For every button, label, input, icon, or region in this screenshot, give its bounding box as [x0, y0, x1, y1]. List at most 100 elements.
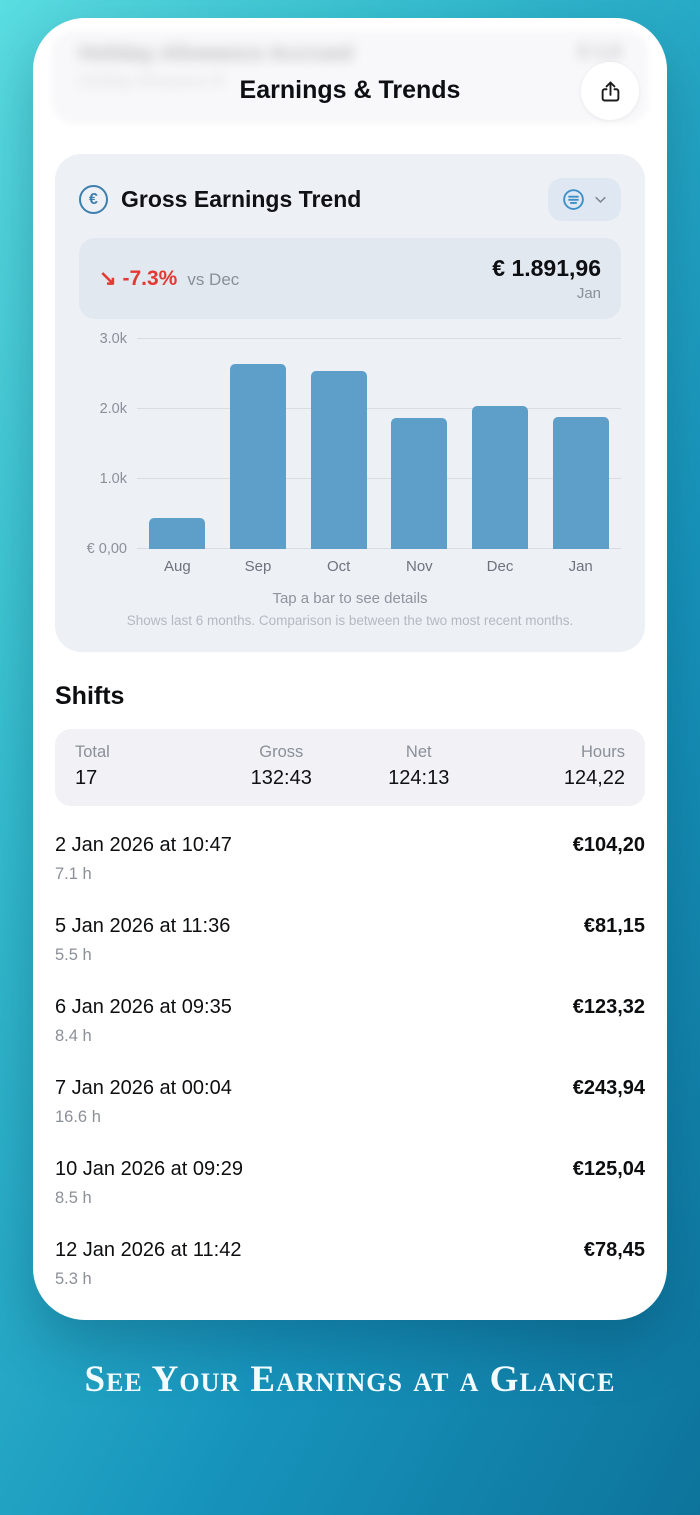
nav-translucent-overlay	[33, 18, 667, 140]
shift-amount: €123,32	[572, 996, 645, 1018]
chart-bar-slot	[137, 339, 218, 549]
shift-row[interactable]: 2 Jan 2026 at 10:47 7.1 h €104,20	[55, 818, 645, 899]
shift-row-left: 12 Jan 2026 at 11:42 5.3 h	[55, 1239, 241, 1304]
share-button[interactable]	[581, 62, 639, 120]
shift-datetime: 2 Jan 2026 at 10:47	[55, 834, 232, 856]
trend-card-header: € Gross Earnings Trend	[79, 178, 621, 221]
shift-row-left: 10 Jan 2026 at 09:29 8.5 h	[55, 1158, 243, 1223]
chart-bar-sep[interactable]	[230, 364, 286, 549]
x-axis-label-jan: Jan	[568, 558, 593, 575]
x-axis-label-oct: Oct	[327, 558, 351, 575]
shift-duration: 5.5 h	[55, 946, 92, 964]
shift-amount: €81,15	[583, 915, 645, 937]
delta-value: ↘ -7.3%	[99, 267, 178, 290]
shift-row-left: 5 Jan 2026 at 11:36 5.5 h	[55, 915, 230, 980]
shift-datetime: 5 Jan 2026 at 11:36	[55, 915, 231, 937]
shifts-heading: Shifts	[55, 682, 125, 710]
summary-column-label: Gross	[259, 743, 304, 761]
x-axis-label-sep: Sep	[244, 558, 272, 575]
chart-filter-button[interactable]	[548, 178, 621, 221]
trend-delta-block: ↘ -7.3% vs Dec	[99, 266, 239, 291]
shift-row[interactable]: 12 Jan 2026 at 11:42 5.3 h €78,45	[55, 1223, 645, 1304]
shift-duration: 8.4 h	[55, 1027, 92, 1045]
comparison-label: vs Dec	[187, 270, 240, 289]
y-axis-tick-label: 2.0k	[99, 401, 127, 418]
shift-amount: €104,20	[572, 834, 645, 856]
chart-bar-slot	[540, 339, 621, 549]
chart-bar-slot	[460, 339, 541, 549]
summary-column-net: Net 124:13	[350, 743, 488, 790]
shift-amount: €125,04	[572, 1158, 645, 1180]
y-axis: 3.0k 2.0k 1.0k € 0,00	[79, 331, 137, 557]
shift-duration: 8.5 h	[55, 1189, 92, 1207]
shifts-summary-card: Total 17 Gross 132:43 Net 124:13 Hours 124,22	[55, 729, 645, 806]
gross-earnings-trend-card: € Gross Earnings Trend ↘ -7.3%	[55, 154, 645, 652]
shift-row[interactable]: 5 Jan 2026 at 11:36 5.5 h €81,15	[55, 899, 645, 980]
shift-duration: 16.6 h	[55, 1108, 101, 1126]
trend-summary-card: ↘ -7.3% vs Dec € 1.891,96 Jan	[79, 238, 621, 319]
filter-icon	[563, 189, 584, 210]
chart-plot-area	[137, 338, 621, 549]
chart-note: Shows last 6 months. Comparison is betwe…	[126, 613, 574, 628]
down-right-arrow-icon: ↘	[99, 267, 117, 290]
shift-datetime: 10 Jan 2026 at 09:29	[55, 1158, 243, 1180]
trend-card-title: Gross Earnings Trend	[121, 186, 362, 212]
y-axis-tick-label: 3.0k	[99, 331, 127, 347]
chart-bar-aug[interactable]	[149, 517, 206, 549]
phone-screenshot: Holiday Allowance Accrued Holiday Allowa…	[33, 18, 667, 1320]
gridline	[137, 338, 621, 339]
share-icon	[601, 81, 619, 101]
shift-duration: 5.3 h	[55, 1270, 92, 1288]
summary-column-value: 132:43	[250, 767, 312, 789]
shift-row[interactable]: 10 Jan 2026 at 09:29 8.5 h €125,04	[55, 1142, 645, 1223]
shift-row-left: 7 Jan 2026 at 00:04 16.6 h	[55, 1077, 232, 1142]
summary-column-value: 17	[75, 767, 98, 789]
summary-column-label: Hours	[580, 743, 625, 761]
gridline	[137, 408, 621, 410]
shift-row[interactable]: 6 Jan 2026 at 09:35 8.4 h €123,32	[55, 980, 645, 1061]
chart-bars	[137, 339, 621, 549]
nav-bar: Holiday Allowance Accrued Holiday Allowa…	[33, 18, 667, 140]
shift-amount: €243,94	[572, 1077, 645, 1099]
shifts-list: 2 Jan 2026 at 10:47 7.1 h €104,20 5 Jan 202…	[55, 818, 645, 1304]
x-axis: Aug Sep Oct Nov Dec Jan	[137, 558, 621, 575]
chart-bar-oct[interactable]	[310, 370, 367, 549]
y-axis-tick-label: 1.0k	[99, 471, 127, 488]
current-month-label: Jan	[576, 285, 601, 302]
summary-column-hours: Hours 124,22	[488, 743, 625, 790]
euro-circle-icon: €	[79, 185, 108, 214]
shift-duration: 7.1 h	[55, 865, 92, 883]
chevron-down-icon	[595, 196, 606, 203]
page-title: Earnings & Trends	[239, 76, 461, 104]
chart-bar-slot	[298, 339, 379, 549]
chart-bar-nov[interactable]	[391, 418, 448, 549]
summary-column-value: 124,22	[563, 767, 625, 789]
summary-column-label: Total	[75, 743, 110, 761]
x-axis-label-dec: Dec	[486, 558, 514, 575]
trend-amount-block: € 1.891,96 Jan	[492, 255, 601, 302]
shift-datetime: 12 Jan 2026 at 11:42	[55, 1239, 242, 1261]
marketing-caption: See Your Earnings at a Glance	[84, 1359, 616, 1400]
shift-row-left: 2 Jan 2026 at 10:47 7.1 h	[55, 834, 232, 899]
gridline	[137, 478, 621, 480]
chart-bar-slot	[218, 339, 299, 549]
summary-column-value: 124:13	[388, 767, 450, 789]
x-axis-label-aug: Aug	[163, 558, 191, 575]
y-axis-tick-label: € 0,00	[86, 541, 127, 557]
chart-hint: Tap a bar to see details	[272, 590, 428, 607]
shift-row-left: 6 Jan 2026 at 09:35 8.4 h	[55, 996, 232, 1061]
x-axis-label-nov: Nov	[406, 558, 433, 575]
chart-bar-jan[interactable]	[552, 416, 609, 549]
chart-bar-dec[interactable]	[472, 406, 529, 549]
shift-datetime: 6 Jan 2026 at 09:35	[55, 996, 232, 1018]
shift-row[interactable]: 7 Jan 2026 at 00:04 16.6 h €243,94	[55, 1061, 645, 1142]
summary-column-label: Net	[405, 743, 432, 761]
current-month-amount: € 1.891,96	[492, 255, 601, 281]
gridline	[137, 548, 621, 549]
summary-column-total: Total 17	[75, 743, 213, 790]
summary-column-gross: Gross 132:43	[213, 743, 351, 790]
shift-datetime: 7 Jan 2026 at 00:04	[55, 1077, 232, 1099]
shift-amount: €78,45	[583, 1239, 645, 1261]
bar-chart: 3.0k 2.0k 1.0k € 0,00	[79, 331, 621, 557]
